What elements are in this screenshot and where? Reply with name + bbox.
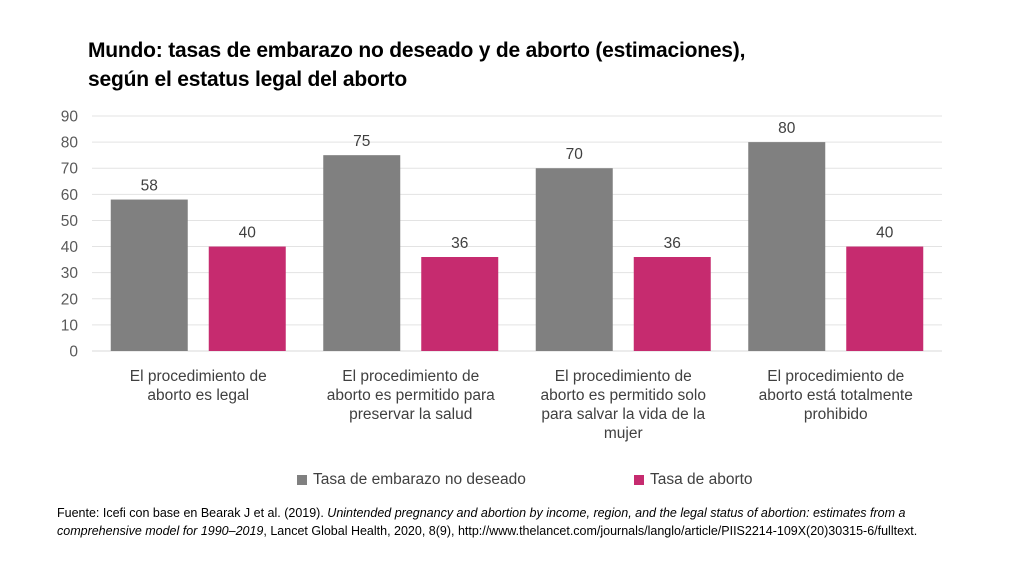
y-tick-label: 70 xyxy=(61,161,79,178)
x-tick-label: El procedimiento de aborto está totalment… xyxy=(736,367,936,424)
y-tick-label: 10 xyxy=(61,317,79,334)
x-tick-label-line: aborto es permitido solo xyxy=(540,387,706,404)
x-tick-label: El procedimiento de aborto es permitido p… xyxy=(311,367,511,424)
bar xyxy=(208,246,286,351)
legend-item-embarazo: Tasa de embarazo no deseado xyxy=(297,471,526,489)
data-label: 80 xyxy=(778,120,796,137)
x-tick-label-line: El procedimiento de xyxy=(129,368,267,385)
x-tick-label-line: preservar la salud xyxy=(349,406,473,423)
source-suffix: , Lancet Global Health, 2020, 8(9), http… xyxy=(263,524,918,538)
x-tick-label: El procedimiento de aborto es permitido s… xyxy=(523,367,723,443)
bar xyxy=(421,257,499,351)
y-tick-label: 60 xyxy=(61,187,79,204)
bar-chart: 0 10 20 30 40 50 60 70 80 90 58 40 75 36 70 36 80 40 xyxy=(61,109,942,361)
data-label: 36 xyxy=(664,235,681,252)
legend-swatch-aborto xyxy=(634,475,644,485)
legend-item-aborto: Tasa de aborto xyxy=(634,471,753,489)
legend-swatch-embarazo xyxy=(297,475,307,485)
source-note: Fuente: Icefi con base en Bearak J et al… xyxy=(57,504,977,540)
y-tick-label: 30 xyxy=(61,265,79,282)
chart-title-line-1: Mundo: tasas de embarazo no deseado y de… xyxy=(88,39,746,62)
x-tick-label: El procedimiento de aborto es legal xyxy=(98,367,298,405)
bar xyxy=(323,155,401,351)
y-tick-label: 0 xyxy=(69,344,78,361)
x-tick-label-line: prohibido xyxy=(803,406,868,423)
data-label: 40 xyxy=(876,225,894,242)
chart-title: Mundo: tasas de embarazo no deseado y de… xyxy=(88,36,988,94)
bar xyxy=(633,257,711,351)
bar xyxy=(846,246,924,351)
y-tick-label: 50 xyxy=(61,213,79,230)
x-tick-label-line: El procedimiento de xyxy=(554,368,692,385)
data-label: 70 xyxy=(566,146,584,163)
data-label: 40 xyxy=(239,225,257,242)
source-title: Unintended pregnancy and abortion by inc… xyxy=(57,506,906,538)
x-tick-label-line: para salvar la vida de la xyxy=(541,406,706,423)
legend-label-aborto: Tasa de aborto xyxy=(650,471,753,488)
x-tick-label-line: aborto es permitido para xyxy=(326,387,495,404)
source-prefix: Fuente: Icefi con base en Bearak J et al… xyxy=(57,506,328,520)
data-label: 36 xyxy=(451,235,468,252)
x-tick-label-line: mujer xyxy=(603,425,643,442)
x-tick-label-line: El procedimiento de xyxy=(342,368,480,385)
chart-title-line-2: según el estatus legal del aborto xyxy=(88,68,407,91)
y-tick-label: 80 xyxy=(61,135,79,152)
bar xyxy=(110,199,188,351)
y-tick-label: 90 xyxy=(61,109,79,126)
legend-label-embarazo: Tasa de embarazo no deseado xyxy=(313,471,526,488)
y-tick-label: 20 xyxy=(61,291,79,308)
bar xyxy=(535,168,613,351)
bar xyxy=(748,142,826,351)
x-tick-label-line: aborto es legal xyxy=(147,387,250,404)
data-label: 75 xyxy=(353,133,370,150)
y-tick-label: 40 xyxy=(61,239,79,256)
x-tick-label-line: aborto está totalmente xyxy=(758,387,913,404)
data-label: 58 xyxy=(141,178,158,195)
x-tick-label-line: El procedimiento de xyxy=(767,368,905,385)
